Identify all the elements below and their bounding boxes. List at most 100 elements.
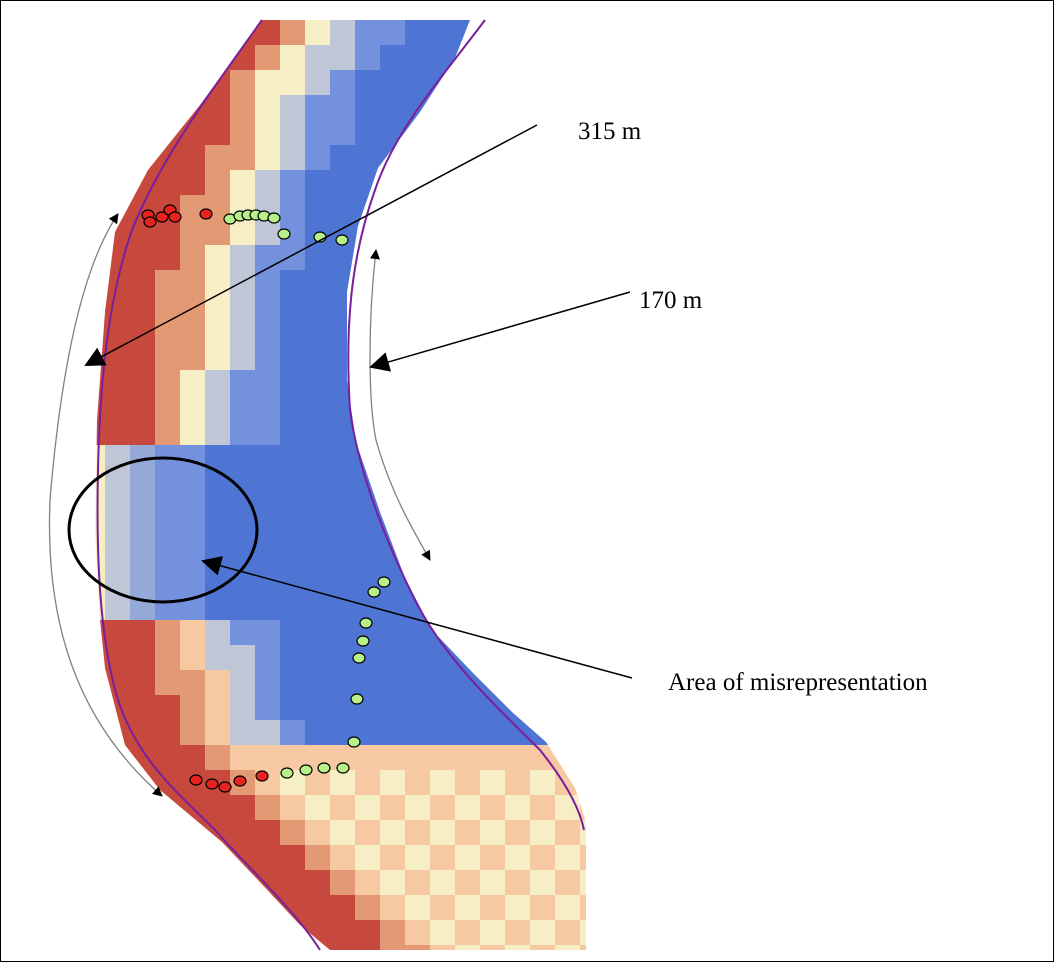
raster-cell <box>180 170 206 196</box>
raster-cell <box>305 195 331 221</box>
raster-cell <box>95 745 106 771</box>
raster-cell <box>205 845 231 871</box>
raster-cell <box>305 820 331 846</box>
raster-cell <box>205 370 231 396</box>
raster-cell <box>95 695 106 721</box>
raster-cell <box>430 245 456 271</box>
raster-cell <box>95 795 106 821</box>
raster-cell <box>430 720 456 746</box>
raster-cell <box>130 145 156 171</box>
raster-cell <box>530 370 556 396</box>
raster-cell <box>405 770 431 796</box>
raster-cell <box>580 145 586 171</box>
raster-cell <box>105 545 131 571</box>
raster-cell <box>130 845 156 871</box>
raster-cell <box>105 45 131 71</box>
raster-cell <box>230 345 256 371</box>
raster-cell <box>95 720 106 746</box>
raster-cell <box>580 245 586 271</box>
raster-cell <box>280 820 306 846</box>
raster-cell <box>155 820 181 846</box>
raster-cell <box>130 95 156 121</box>
raster-cell <box>580 820 586 846</box>
raster-cell <box>530 570 556 596</box>
red-sample-point <box>199 208 213 220</box>
raster-cell <box>130 70 156 96</box>
raster-cell <box>555 545 581 571</box>
raster-cell <box>305 795 331 821</box>
raster-cell <box>305 670 331 696</box>
raster-cell <box>130 370 156 396</box>
raster-cell <box>180 895 206 921</box>
raster-cell <box>255 945 281 950</box>
raster-cell <box>480 345 506 371</box>
raster-cell <box>330 445 356 471</box>
raster-cell <box>455 920 481 946</box>
raster-cell <box>130 270 156 296</box>
raster-cell <box>180 870 206 896</box>
raster-cell <box>380 745 406 771</box>
raster-cell <box>280 245 306 271</box>
raster-cell <box>255 620 281 646</box>
raster-cell <box>305 370 331 396</box>
raster-cell <box>530 720 556 746</box>
raster-cell <box>580 545 586 571</box>
raster-cell <box>480 420 506 446</box>
raster-cell <box>430 920 456 946</box>
raster-cell <box>180 95 206 121</box>
green-sample-point <box>267 212 281 224</box>
raster-cell <box>155 320 181 346</box>
raster-cell <box>355 820 381 846</box>
raster-cell <box>555 870 581 896</box>
raster-cell <box>205 270 231 296</box>
raster-cell <box>255 370 281 396</box>
raster-cell <box>105 20 131 46</box>
raster-cell <box>305 845 331 871</box>
raster-cell <box>230 395 256 421</box>
raster-cell <box>355 670 381 696</box>
raster-cell <box>180 270 206 296</box>
raster-cell <box>555 895 581 921</box>
raster-cell <box>255 820 281 846</box>
raster-cell <box>405 420 431 446</box>
raster-cell <box>280 945 306 950</box>
raster-cell <box>530 920 556 946</box>
raster-cell <box>480 695 506 721</box>
raster-cell <box>580 595 586 621</box>
raster-cell <box>230 245 256 271</box>
raster-cell <box>280 495 306 521</box>
raster-cell <box>530 770 556 796</box>
raster-cell <box>555 245 581 271</box>
raster-cell <box>205 420 231 446</box>
raster-cell <box>380 70 406 96</box>
raster-cell <box>155 720 181 746</box>
raster-cell <box>530 70 556 96</box>
raster-cell <box>430 95 456 121</box>
raster-cell <box>255 320 281 346</box>
raster-cell <box>455 95 481 121</box>
raster-cell <box>355 770 381 796</box>
raster-cell <box>280 670 306 696</box>
raster-cell <box>155 420 181 446</box>
raster-cell <box>155 795 181 821</box>
raster-cell <box>305 645 331 671</box>
raster-cell <box>95 370 106 396</box>
raster-cell <box>580 895 586 921</box>
raster-cell <box>580 95 586 121</box>
raster-cell <box>355 145 381 171</box>
raster-cell <box>405 20 431 46</box>
raster-cell <box>130 645 156 671</box>
red-sample-point <box>143 216 157 228</box>
red-sample-point <box>218 781 232 793</box>
raster-cell <box>305 295 331 321</box>
raster-cell <box>405 470 431 496</box>
raster-cell <box>180 520 206 546</box>
green-sample-point <box>350 693 364 705</box>
raster-cell <box>255 345 281 371</box>
sample-markers <box>141 204 391 793</box>
raster-cell <box>480 495 506 521</box>
raster-cell <box>130 20 156 46</box>
raster-cell <box>305 95 331 121</box>
raster-cell <box>305 545 331 571</box>
raster-cell <box>95 145 106 171</box>
